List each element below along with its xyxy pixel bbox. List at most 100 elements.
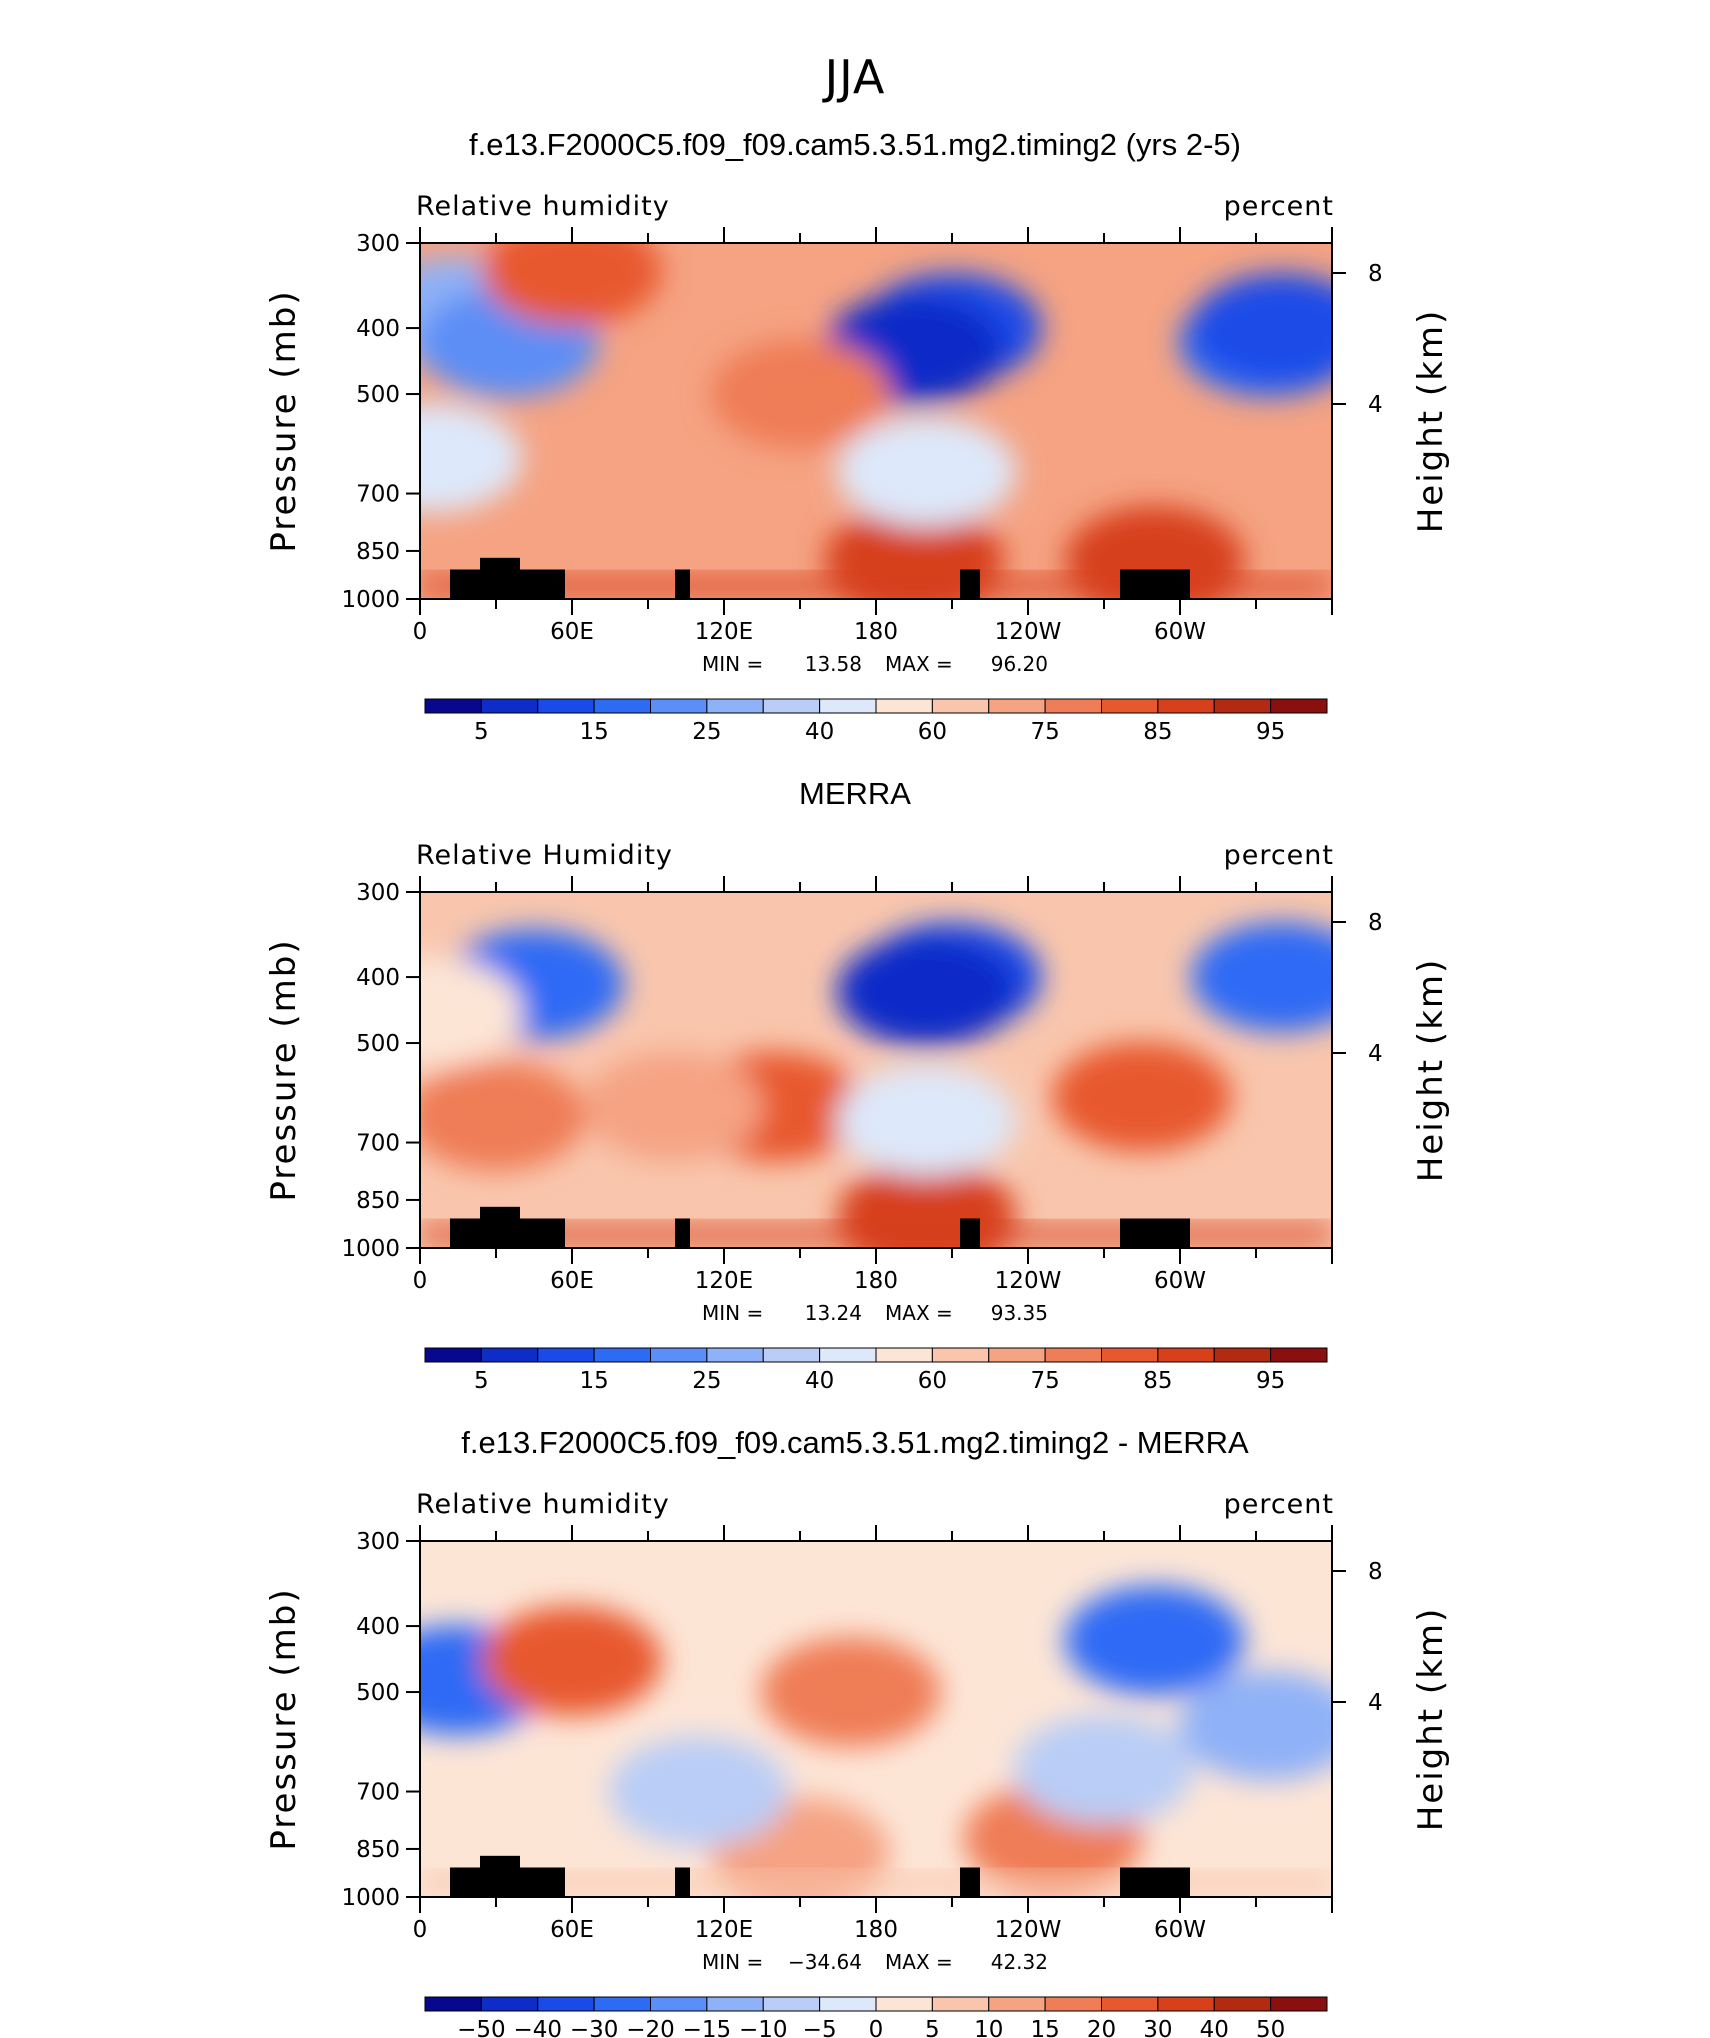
colorbar-swatch (1044, 698, 1102, 714)
topography-mask (1120, 1867, 1190, 1897)
height-tick-label: 4 (1368, 392, 1383, 418)
colorbar-swatch (480, 1347, 539, 1363)
x-tick-label: 60E (550, 619, 594, 645)
contour-blob (482, 1605, 662, 1716)
field-blobs (420, 922, 1332, 1248)
y-tick-label: 300 (356, 231, 400, 257)
panel-title: f.e13.F2000C5.f09_f09.cam5.3.51.mg2.timi… (461, 1425, 1249, 1460)
colorbar-swatch (1213, 1996, 1272, 2012)
contour-blob (420, 956, 523, 1067)
colorbar-label: 50 (1256, 2017, 1285, 2038)
contour-field (420, 1541, 1332, 1897)
x-tick-label: 120E (695, 619, 753, 645)
colorbar-label: 60 (918, 1368, 947, 1394)
y-tick-label: 850 (356, 539, 400, 565)
colorbar-swatch (762, 698, 821, 714)
y-axis-title: Pressure (mb) (264, 938, 304, 1201)
y-tick-label: 1000 (341, 1885, 400, 1911)
colorbar-label: 95 (1256, 1368, 1285, 1394)
y-tick-label: 850 (356, 1188, 400, 1214)
y-tick-label: 500 (356, 382, 400, 408)
y-tick-label: 400 (356, 316, 400, 342)
colorbar-swatch (1101, 698, 1159, 714)
colorbar-swatch (424, 698, 482, 714)
topography-mask (960, 1867, 980, 1897)
colorbar-swatch (424, 1996, 482, 2012)
surface-band (420, 1223, 1332, 1246)
colorbar-swatch (875, 698, 933, 714)
y-axis-title-right: Height (km) (1411, 1607, 1451, 1832)
topography-mask (960, 569, 980, 599)
colorbar-label: 25 (692, 1368, 721, 1394)
topography-mask (960, 1218, 980, 1248)
contour-blob (836, 416, 1017, 527)
contour-blob (608, 1736, 789, 1847)
colorbar-swatch (988, 698, 1046, 714)
min-value: −34.64 (788, 1950, 862, 1974)
colorbar-swatch (988, 1996, 1046, 2012)
colorbar-label: 20 (1087, 2017, 1116, 2038)
x-tick-label: 120E (695, 1917, 753, 1943)
topography-mask (450, 1867, 480, 1897)
colorbar-label: −5 (803, 2017, 837, 2038)
colorbar-label: −30 (570, 2017, 619, 2038)
colorbar-swatch (1213, 698, 1272, 714)
colorbar-swatch (1157, 698, 1215, 714)
colorbar-label: −15 (683, 2017, 732, 2038)
colorbar-swatch (480, 1996, 539, 2012)
contour-blob (583, 1051, 764, 1162)
colorbar-label: 15 (1030, 2017, 1059, 2038)
colorbar-swatch (537, 1347, 595, 1363)
min-label: MIN = (702, 1301, 763, 1325)
colorbar-swatch (706, 1996, 764, 2012)
y-axis-title: Pressure (mb) (264, 289, 304, 552)
panel-1: f.e13.F2000C5.f09_f09.cam5.3.51.mg2.timi… (264, 127, 1451, 745)
colorbar-swatch (593, 1996, 651, 2012)
x-tick-label: 120W (995, 1917, 1062, 1943)
colorbar-swatch (593, 698, 651, 714)
height-tick-label: 4 (1368, 1690, 1383, 1716)
panel-title: f.e13.F2000C5.f09_f09.cam5.3.51.mg2.timi… (469, 127, 1241, 162)
y-tick-label: 1000 (341, 587, 400, 613)
y-tick-label: 300 (356, 880, 400, 906)
topography-mask (520, 569, 565, 599)
colorbar-swatch (875, 1347, 933, 1363)
colorbar-label: 25 (692, 719, 721, 745)
contour-blob (1178, 1670, 1332, 1781)
min-label: MIN = (702, 1950, 763, 1974)
colorbar-swatch (819, 698, 877, 714)
y-axis-title-right: Height (km) (1411, 309, 1451, 534)
y-tick-label: 400 (356, 1614, 400, 1640)
height-tick-label: 8 (1368, 261, 1383, 287)
colorbar-label: −50 (457, 2017, 506, 2038)
x-tick-label: 0 (413, 1268, 428, 1294)
colorbar-swatch (650, 1996, 708, 2012)
contour-blob (1191, 273, 1332, 384)
colorbar: 5 15 25 40 60 75 85 95 (424, 1347, 1328, 1394)
topography-mask (450, 1218, 480, 1248)
x-tick-label: 180 (854, 1268, 898, 1294)
topography-mask (1120, 569, 1190, 599)
colorbar-label: 85 (1143, 1368, 1172, 1394)
colorbar-swatch (537, 698, 595, 714)
topography-mask (675, 1867, 690, 1897)
colorbar-swatch (1270, 1347, 1328, 1363)
colorbar-swatch (537, 1996, 595, 2012)
colorbar-label: 85 (1143, 719, 1172, 745)
topography-mask (1120, 1218, 1190, 1248)
colorbar-swatch (706, 698, 764, 714)
contour-blob (836, 1161, 1017, 1248)
x-tick-label: 60E (550, 1917, 594, 1943)
topography-mask (675, 1218, 690, 1248)
height-tick-label: 8 (1368, 1559, 1383, 1585)
colorbar-swatch (480, 698, 539, 714)
height-tick-label: 8 (1368, 910, 1383, 936)
colorbar-label: 0 (869, 2017, 884, 2038)
y-tick-label: 1000 (341, 1236, 400, 1262)
x-tick-label: 120E (695, 1268, 753, 1294)
colorbar-swatch (1101, 1996, 1159, 2012)
topography-mask (520, 1867, 565, 1897)
colorbar-label: −40 (513, 2017, 562, 2038)
colorbar-label: 75 (1030, 719, 1059, 745)
